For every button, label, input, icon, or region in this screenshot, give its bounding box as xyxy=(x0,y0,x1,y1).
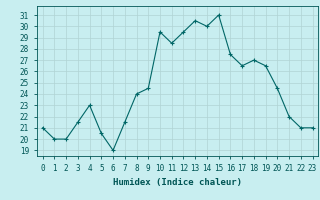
X-axis label: Humidex (Indice chaleur): Humidex (Indice chaleur) xyxy=(113,178,242,187)
